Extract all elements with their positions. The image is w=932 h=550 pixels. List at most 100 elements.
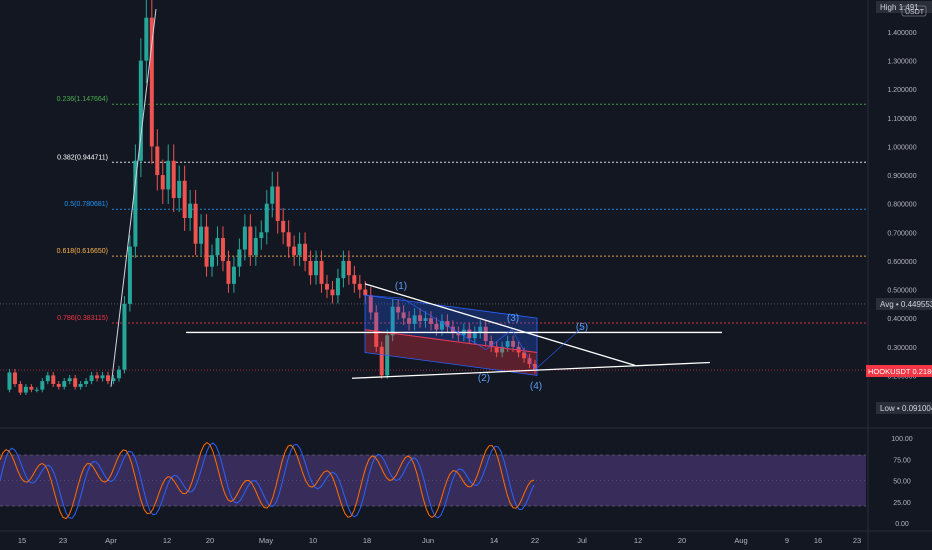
candle-body [84, 381, 89, 384]
regression-midline [364, 329, 538, 353]
low-label: Low • 0.091004 [876, 402, 932, 414]
oscillator-tick-label: 25.00 [893, 500, 911, 507]
candle-body [144, 17, 149, 61]
wave-label: (3) [507, 313, 519, 324]
candle-body [133, 160, 138, 247]
candle-body [95, 375, 100, 379]
fib-level-label: 0.618(0.616650) [57, 248, 108, 255]
candle-body [527, 358, 532, 364]
candle-body [210, 255, 215, 267]
upper-trendline [364, 283, 636, 366]
candle-body [407, 318, 412, 324]
price-tick-label: 0.600000 [887, 259, 916, 266]
candle-body [188, 203, 193, 218]
candle-body [155, 146, 160, 176]
wave-label: (5) [576, 322, 588, 333]
candle-body [522, 352, 527, 359]
candle-body [166, 160, 171, 190]
oscillator-axis[interactable]: 100.00 75.00 50.00 25.00 0.00 [891, 436, 913, 528]
fib-level-label: 0.382(0.944711) [57, 154, 108, 161]
price-tick-label: 1.100000 [887, 116, 916, 123]
price-tick-label: 1.400000 [887, 30, 916, 37]
price-tick-label: 0.900000 [887, 173, 916, 180]
elliott-wave-path [364, 294, 584, 371]
candle-body [220, 238, 225, 261]
candle-body [111, 378, 116, 382]
avg-label: Avg • 0.449553 [876, 298, 932, 310]
candle-body [511, 341, 516, 347]
time-tick-label: 20 [206, 536, 214, 545]
candle-body [478, 326, 483, 333]
candle-body [335, 278, 340, 296]
candle-body [78, 383, 83, 387]
candle-body [275, 186, 280, 221]
candle-body [467, 329, 472, 339]
candle-body [303, 243, 308, 261]
candle-body [56, 383, 61, 387]
price-pane[interactable]: 0.236(1.147664) 0.382(0.944711) 0.5(0.7806… [0, 0, 866, 395]
candle-body [171, 160, 176, 198]
candle-body [445, 321, 450, 327]
candle-body [428, 318, 433, 324]
currency-badge[interactable]: USDT [901, 5, 927, 17]
time-tick-label: 18 [363, 536, 371, 545]
time-tick-label: 15 [18, 536, 26, 545]
candle-body [73, 378, 78, 387]
fib-level-label: 0.5(0.780681) [64, 201, 108, 208]
candle-body [390, 306, 395, 336]
current-price-label: HOOKUSDT 0.218642 [866, 365, 932, 377]
candle-body [396, 306, 401, 313]
wave-label: (4) [530, 381, 542, 392]
candle-body [292, 246, 297, 256]
candle-body [472, 332, 477, 339]
time-tick-label: Apr [105, 536, 117, 545]
time-tick-label: 16 [814, 536, 822, 545]
fib-level-label: 0.236(1.147664) [57, 96, 108, 103]
candle-body [412, 315, 417, 324]
candle-body [138, 60, 143, 161]
candle-body [319, 260, 324, 284]
candle-body [374, 312, 379, 347]
candle-body [34, 389, 39, 391]
rally-trendline [110, 9, 157, 387]
fib-level-label: 0.786(0.383115) [57, 315, 108, 322]
candle-body [204, 226, 209, 267]
candle-body [122, 303, 127, 370]
candle-body [357, 283, 362, 290]
candle-body [51, 375, 56, 384]
price-tick-label: 0.700000 [887, 230, 916, 237]
candle-body [352, 275, 357, 284]
candle-body [297, 243, 302, 256]
candle-body [439, 321, 444, 330]
candle-body [494, 346, 499, 353]
candle-body [363, 289, 368, 296]
oscillator-tick-label: 75.00 [893, 457, 911, 464]
time-tick-label: 20 [678, 536, 686, 545]
price-tick-label: 1.200000 [887, 87, 916, 94]
candle-body [346, 260, 351, 276]
time-tick-label: Jun [422, 536, 434, 545]
candle-body [106, 375, 111, 382]
candle-body [62, 381, 67, 387]
candle-body [505, 341, 510, 347]
candle-body [434, 323, 439, 330]
time-axis[interactable]: 15 23 Apr 12 20 May 10 18 Jun 14 22 Jul 12 20 Aug 9 16 23 [18, 536, 861, 545]
candle-body [199, 226, 204, 244]
candle-body [7, 372, 12, 390]
candle-body [23, 386, 28, 393]
candle-body [231, 266, 236, 284]
oscillator-pane[interactable] [0, 441, 866, 520]
candle-body [242, 226, 247, 250]
candle-body [182, 180, 187, 218]
candle-body [226, 260, 231, 284]
svg-text:HOOKUSDT 0.218642: HOOKUSDT 0.218642 [868, 367, 932, 376]
candle-body [314, 260, 319, 276]
candle-body [193, 203, 198, 244]
price-tick-label: 0.400000 [887, 316, 916, 323]
candle-body [160, 175, 165, 190]
candle-body [286, 232, 291, 247]
oscillator-tick-label: 0.00 [895, 521, 909, 528]
time-tick-label: 14 [490, 536, 498, 545]
